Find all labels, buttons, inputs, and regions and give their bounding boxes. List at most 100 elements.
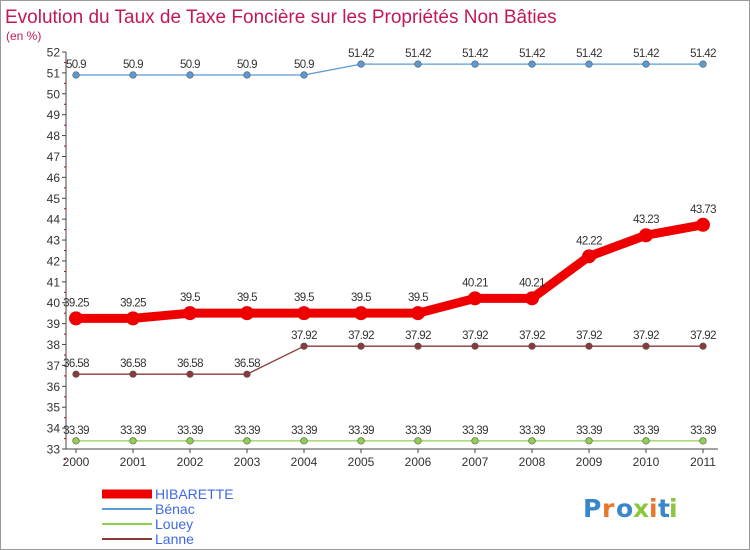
data-label: 37.92 <box>519 330 545 342</box>
y-tick-label: 47 <box>47 150 61 164</box>
y-tick-label: 34 <box>47 422 61 436</box>
data-point <box>186 437 194 445</box>
data-point <box>642 342 650 350</box>
data-label: 33.39 <box>405 425 431 437</box>
data-point <box>72 370 80 378</box>
data-label: 50.9 <box>66 59 86 71</box>
data-label: 51.42 <box>405 48 431 60</box>
data-point <box>297 306 311 321</box>
data-label: 40.21 <box>519 277 545 289</box>
data-label: 37.92 <box>462 330 488 342</box>
data-point <box>471 437 479 445</box>
data-point <box>642 437 650 445</box>
data-point <box>300 437 308 445</box>
logo-letter: t <box>658 494 670 523</box>
data-label: 36.58 <box>120 358 146 370</box>
data-label: 50.9 <box>180 59 200 71</box>
series-hibarette: 39.25 39.25 39.5 39.5 39.5 39.5 39.5 40.21 40.21… <box>63 204 717 326</box>
y-tick-label: 41 <box>47 275 61 289</box>
data-label: 37.92 <box>348 330 374 342</box>
series-layer: 50.9 50.9 50.9 50.9 50.9 51.42 51.42 51.42 51.42… <box>63 48 717 445</box>
data-label: 39.25 <box>120 297 146 309</box>
series-b-nac: 50.9 50.9 50.9 50.9 50.9 51.42 51.42 51.42 51.42… <box>66 48 717 79</box>
logo-letter: r <box>602 494 615 523</box>
data-label: 40.21 <box>462 277 488 289</box>
data-label: 33.39 <box>234 425 260 437</box>
logo-letter: o <box>616 494 633 523</box>
data-label: 37.92 <box>576 330 602 342</box>
data-label: 33.39 <box>633 425 659 437</box>
data-point <box>528 342 536 350</box>
x-tick-label: 2000 <box>63 455 90 469</box>
data-point <box>300 71 308 79</box>
chart-unit: (en %) <box>6 29 41 43</box>
data-point <box>528 60 536 68</box>
series-louey: 33.39 33.39 33.39 33.39 33.39 33.39 33.39 33.39… <box>63 425 717 445</box>
data-label: 37.92 <box>291 330 317 342</box>
data-label: 51.42 <box>348 48 374 60</box>
data-label: 39.5 <box>408 292 428 304</box>
logo-letter: x <box>633 494 649 523</box>
x-tick-label: 2001 <box>120 455 147 469</box>
data-point <box>411 306 425 321</box>
y-tick-label: 52 <box>47 46 61 60</box>
data-point <box>243 71 251 79</box>
data-label: 36.58 <box>234 358 260 370</box>
y-tick-label: 40 <box>47 296 61 310</box>
data-label: 37.92 <box>690 330 716 342</box>
data-label: 33.39 <box>120 425 146 437</box>
data-point <box>414 60 422 68</box>
y-tick-label: 38 <box>47 338 61 352</box>
data-point <box>129 437 137 445</box>
logo-letter: P <box>583 494 601 523</box>
x-tick-label: 2010 <box>633 455 660 469</box>
x-tick-label: 2002 <box>177 455 204 469</box>
data-point <box>186 71 194 79</box>
data-label: 33.39 <box>291 425 317 437</box>
y-tick-label: 45 <box>47 192 61 206</box>
data-label: 51.42 <box>576 48 602 60</box>
series-line <box>75 63 704 76</box>
y-tick-label: 37 <box>47 359 61 373</box>
series-line <box>75 345 704 375</box>
y-tick-label: 48 <box>47 129 61 143</box>
data-point <box>582 249 596 264</box>
data-label: 51.42 <box>690 48 716 60</box>
y-tick-label: 43 <box>47 234 61 248</box>
data-label: 33.39 <box>690 425 716 437</box>
logo-letter: i <box>669 494 678 523</box>
data-label: 50.9 <box>294 59 314 71</box>
x-tick-label: 2009 <box>576 455 603 469</box>
data-label: 33.39 <box>519 425 545 437</box>
data-label: 43.73 <box>690 204 716 216</box>
data-label: 39.5 <box>294 292 314 304</box>
data-point <box>414 437 422 445</box>
data-point <box>354 306 368 321</box>
x-tick-label: 2007 <box>462 455 489 469</box>
y-tick-label: 44 <box>47 213 61 227</box>
data-point <box>357 60 365 68</box>
data-point <box>414 342 422 350</box>
data-point <box>129 370 137 378</box>
data-point <box>585 437 593 445</box>
data-point <box>585 60 593 68</box>
data-label: 39.5 <box>180 292 200 304</box>
data-point <box>585 342 593 350</box>
data-label: 36.58 <box>177 358 203 370</box>
data-point <box>468 291 482 306</box>
data-point <box>183 306 197 321</box>
data-point <box>528 437 536 445</box>
legend-label: Bénac <box>155 501 195 517</box>
y-tick-label: 50 <box>47 87 61 101</box>
legend-label: HIBARETTE <box>155 486 234 502</box>
x-tick-label: 2008 <box>519 455 546 469</box>
data-point <box>72 71 80 79</box>
data-point <box>243 370 251 378</box>
x-tick-label: 2004 <box>291 455 318 469</box>
data-point <box>357 342 365 350</box>
logo-letter: i <box>649 494 658 523</box>
